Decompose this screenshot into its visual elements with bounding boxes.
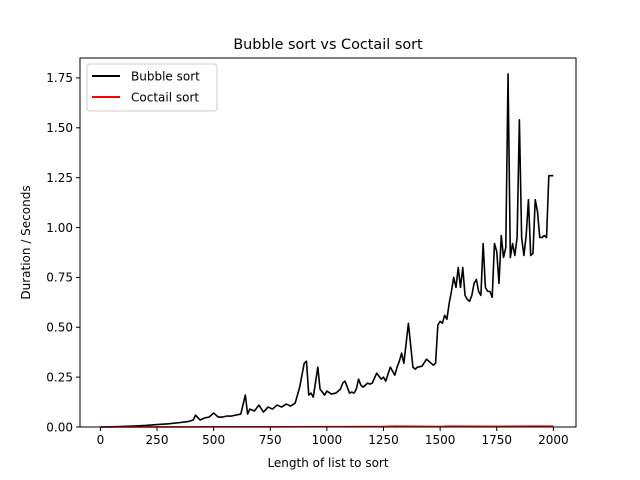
series-line-bubble-sort [100, 73, 554, 428]
legend-label-coctail-sort: Coctail sort [131, 91, 199, 105]
x-tick-label: 2000 [538, 433, 569, 447]
x-tick-label: 1750 [481, 433, 512, 447]
y-tick-label: 0.25 [46, 370, 73, 384]
y-tick-label: 0.75 [46, 271, 73, 285]
legend: Bubble sort Coctail sort [86, 63, 218, 112]
x-axis: 0 250 500 750 1000 1250 1500 1750 2000 [97, 427, 569, 447]
x-tick-label: 0 [97, 433, 105, 447]
x-tick-label: 500 [202, 433, 225, 447]
axes-frame [79, 57, 577, 428]
y-axis: 0.00 0.25 0.50 0.75 1.00 1.25 1.50 1.75 [46, 71, 80, 434]
y-tick-label: 1.75 [46, 71, 73, 85]
y-axis-label: Duration / Seconds [19, 185, 33, 299]
y-tick-label: 0.50 [46, 321, 73, 335]
chart-title: Bubble sort vs Coctail sort [233, 37, 423, 53]
x-tick-label: 1000 [312, 433, 343, 447]
legend-label-bubble-sort: Bubble sort [131, 70, 200, 84]
y-tick-label: 1.25 [46, 171, 73, 185]
y-tick-label: 1.00 [46, 221, 73, 235]
x-tick-label: 750 [259, 433, 282, 447]
x-tick-label: 1500 [425, 433, 456, 447]
y-tick-label: 0.00 [46, 420, 73, 434]
y-tick-label: 1.50 [46, 121, 73, 135]
x-axis-label: Length of list to sort [267, 456, 388, 470]
x-tick-label: 250 [146, 433, 169, 447]
x-tick-label: 1250 [368, 433, 399, 447]
